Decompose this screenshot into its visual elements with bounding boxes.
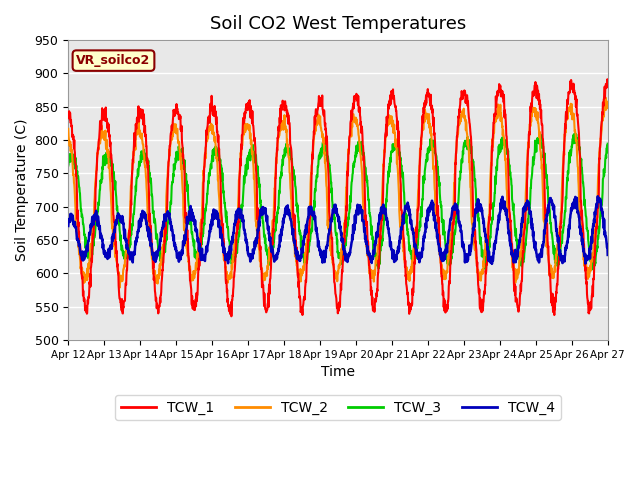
TCW_2 — [602, 95, 609, 100]
TCW_4 — [95, 226, 103, 232]
TCW_4 — [433, 228, 440, 233]
TCW_2 — [433, 224, 440, 230]
TCW_4 — [604, 252, 612, 258]
TCW_3 — [266, 260, 274, 265]
TCW_1 — [228, 313, 236, 319]
Line: TCW_2: TCW_2 — [68, 97, 608, 288]
TCW_4 — [594, 193, 602, 199]
TCW_2 — [287, 196, 295, 202]
TCW_2 — [266, 243, 274, 249]
TCW_3 — [285, 144, 292, 150]
TCW_2 — [65, 126, 72, 132]
Text: VR_soilco2: VR_soilco2 — [76, 54, 150, 67]
TCW_2 — [116, 285, 124, 290]
TCW_3 — [571, 130, 579, 136]
TCW_4 — [488, 261, 496, 267]
TCW_2 — [180, 215, 188, 221]
TCW_1 — [285, 117, 292, 122]
Title: Soil CO2 West Temperatures: Soil CO2 West Temperatures — [210, 15, 466, 33]
X-axis label: Time: Time — [321, 365, 355, 379]
TCW_1 — [433, 181, 440, 187]
TCW_3 — [95, 197, 103, 203]
Y-axis label: Soil Temperature (C): Soil Temperature (C) — [15, 119, 29, 261]
TCW_1 — [95, 136, 103, 142]
Line: TCW_3: TCW_3 — [68, 133, 608, 269]
TCW_4 — [65, 223, 72, 229]
Line: TCW_1: TCW_1 — [68, 79, 608, 316]
TCW_1 — [180, 157, 188, 163]
Line: TCW_4: TCW_4 — [68, 196, 608, 264]
TCW_2 — [604, 105, 612, 110]
TCW_3 — [588, 266, 596, 272]
TCW_3 — [433, 154, 440, 160]
TCW_3 — [287, 150, 295, 156]
TCW_3 — [604, 141, 612, 146]
TCW_3 — [180, 157, 188, 163]
TCW_1 — [266, 276, 274, 282]
TCW_4 — [180, 243, 188, 249]
TCW_4 — [287, 217, 295, 223]
TCW_2 — [95, 139, 103, 145]
Legend: TCW_1, TCW_2, TCW_3, TCW_4: TCW_1, TCW_2, TCW_3, TCW_4 — [115, 395, 561, 420]
TCW_4 — [266, 236, 274, 242]
TCW_4 — [285, 211, 292, 216]
TCW_1 — [604, 81, 612, 86]
TCW_1 — [287, 148, 295, 154]
TCW_1 — [604, 76, 611, 82]
TCW_2 — [285, 155, 292, 160]
TCW_1 — [65, 112, 72, 118]
TCW_3 — [65, 163, 72, 168]
